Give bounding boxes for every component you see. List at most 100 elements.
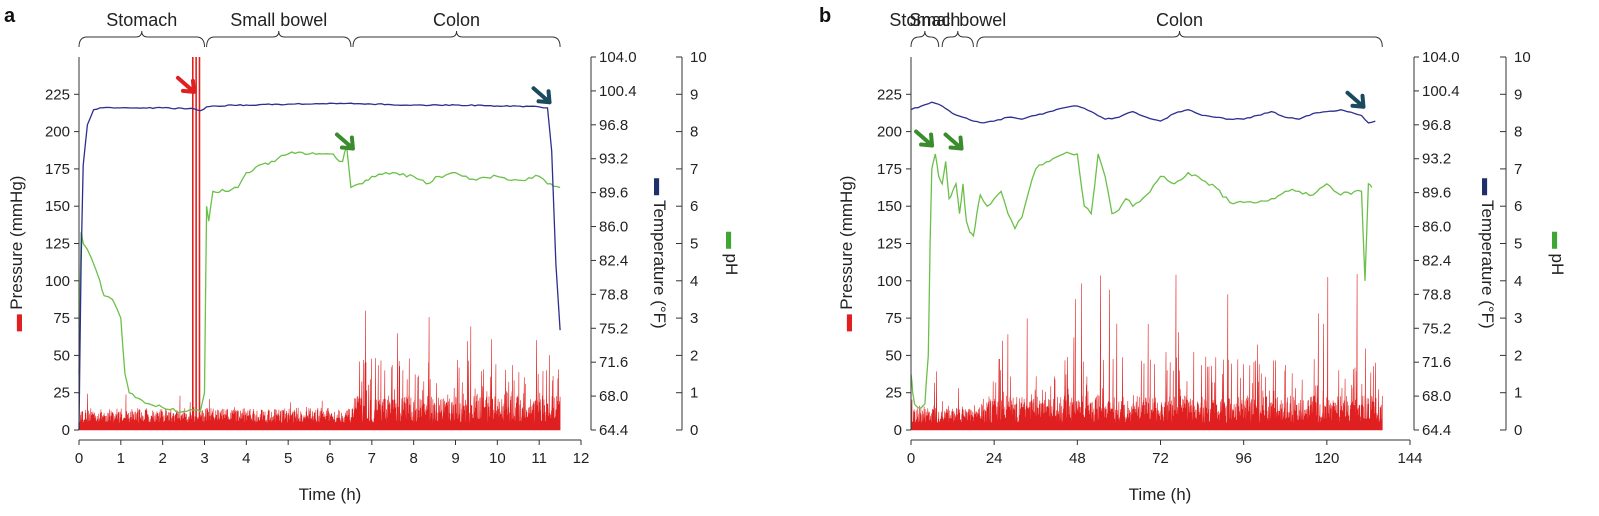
arrow-markers — [175, 75, 552, 151]
arrow-shape — [914, 129, 935, 148]
region-brace — [941, 30, 974, 48]
ph-tick-label: 0 — [1514, 422, 1522, 439]
x-tick-label: 48 — [1069, 450, 1086, 467]
temperature-tick-label: 68.0 — [599, 388, 628, 405]
ph-tick-label: 10 — [690, 49, 707, 66]
region-label: Stomach — [889, 10, 960, 30]
temperature-axis-title-marker: ▬ — [1478, 178, 1497, 200]
arrow-marker — [914, 129, 935, 148]
x-tick-label: 7 — [368, 450, 376, 467]
x-tick-label: 0 — [75, 450, 83, 467]
temperature-tick-label: 96.8 — [599, 117, 628, 134]
arrow-marker — [943, 132, 964, 151]
ph-tick-label: 7 — [690, 161, 698, 178]
pressure-tick-label: 225 — [877, 86, 902, 103]
ph-trace — [910, 151, 1373, 409]
temperature-tick-label: 75.2 — [599, 320, 628, 337]
arrow-shape — [175, 75, 196, 94]
x-tick-label: 9 — [451, 450, 459, 467]
ph-tick-label: 2 — [690, 347, 698, 364]
ph-tick-label: 9 — [1514, 86, 1522, 103]
x-tick-label: 12 — [573, 450, 590, 467]
panel-label: b — [819, 5, 831, 27]
pressure-tick-label: 125 — [45, 236, 70, 253]
pressure-tick-label: 25 — [53, 385, 70, 402]
temperature-tick-label: 78.8 — [599, 286, 628, 303]
ph-axis-title-marker: ▬ — [722, 232, 741, 254]
temperature-tick-label: 75.2 — [1422, 320, 1451, 337]
arrow-shape — [334, 132, 355, 151]
temperature-tick-label: 78.8 — [1422, 286, 1451, 303]
pressure-axis-title-text: ▬ Pressure (mmHg) — [837, 176, 856, 332]
x-tick-label: 3 — [200, 450, 208, 467]
temperature-tick-label: 89.6 — [599, 185, 628, 202]
ph-tick-label: 1 — [1514, 385, 1522, 402]
arrow-shape — [943, 132, 964, 151]
temperature-tick-label: 71.6 — [599, 354, 628, 371]
pressure-axis-title-text: ▬ Pressure (mmHg) — [7, 176, 26, 332]
pressure-axis-title-marker: ▬ — [7, 310, 26, 332]
pressure-tick-label: 50 — [53, 347, 70, 364]
ph-axis-title-text: ▬ pH — [722, 232, 741, 275]
region-label: Colon — [1156, 10, 1203, 30]
pressure-axis-title: ▬ Pressure (mmHg) — [7, 176, 26, 332]
pressure-tick-label: 100 — [877, 273, 902, 290]
x-tick-label: 11 — [531, 450, 547, 467]
x-axis-label: Time (h) — [299, 485, 362, 504]
temperature-tick-label: 86.0 — [1422, 219, 1451, 236]
ph-tick-label: 1 — [690, 385, 698, 402]
ph-tick-label: 7 — [1514, 161, 1522, 178]
arrow-marker — [334, 132, 355, 151]
arrow-shape — [531, 86, 552, 105]
pressure-tick-label: 175 — [877, 161, 902, 178]
temperature-axis-title: ▬ Temperature (°F) — [1478, 178, 1497, 328]
pressure-tick-label: 150 — [45, 198, 70, 215]
temperature-axis-title: ▬ Temperature (°F) — [650, 178, 669, 328]
ph-tick-label: 5 — [1514, 236, 1522, 253]
ph-axis-title-text: ▬ pH — [1548, 232, 1567, 275]
x-tick-label: 6 — [326, 450, 334, 467]
ph-tick-label: 9 — [690, 86, 698, 103]
pressure-tick-label: 225 — [45, 86, 70, 103]
temperature-line — [78, 102, 561, 431]
x-tick-label: 24 — [986, 450, 1003, 467]
pressure-tick-label: 75 — [53, 310, 70, 327]
pressure-tick-label: 50 — [885, 347, 902, 364]
temperature-tick-label: 96.8 — [1422, 117, 1451, 134]
temperature-tick-label: 100.4 — [599, 83, 637, 100]
x-tick-label: 96 — [1235, 450, 1252, 467]
x-axis-label: Time (h) — [1129, 485, 1192, 504]
temperature-line — [910, 101, 1376, 124]
pressure-trace — [78, 57, 561, 431]
region-brace — [976, 30, 1383, 48]
ph-tick-label: 8 — [690, 124, 698, 141]
temperature-tick-label: 100.4 — [1422, 83, 1460, 100]
ph-line — [78, 146, 561, 413]
temperature-trace — [910, 101, 1376, 124]
temperature-tick-label: 86.0 — [599, 219, 628, 236]
pressure-tick-label: 100 — [45, 273, 70, 290]
pressure-axis-title-label: Pressure (mmHg) — [837, 176, 856, 310]
x-tick-label: 4 — [242, 450, 250, 467]
region-brace — [910, 30, 940, 48]
temperature-tick-label: 64.4 — [1422, 422, 1451, 439]
temperature-tick-label: 71.6 — [1422, 354, 1451, 371]
temperature-axis-title-label: Temperature (°F) — [650, 200, 669, 329]
pressure-tick-label: 200 — [45, 124, 70, 141]
temperature-axis-title-marker: ▬ — [650, 178, 669, 200]
pressure-trace — [910, 273, 1383, 431]
region-brace — [206, 30, 352, 48]
pressure-tick-label: 75 — [885, 310, 902, 327]
region-label: Stomach — [106, 10, 177, 30]
x-tick-label: 0 — [907, 450, 915, 467]
ph-axis-title-label: pH — [1548, 254, 1567, 276]
ph-axis-title-marker: ▬ — [1548, 232, 1567, 254]
pressure-line — [910, 273, 1383, 431]
pressure-tick-label: 0 — [62, 422, 70, 439]
region-label: Colon — [433, 10, 480, 30]
